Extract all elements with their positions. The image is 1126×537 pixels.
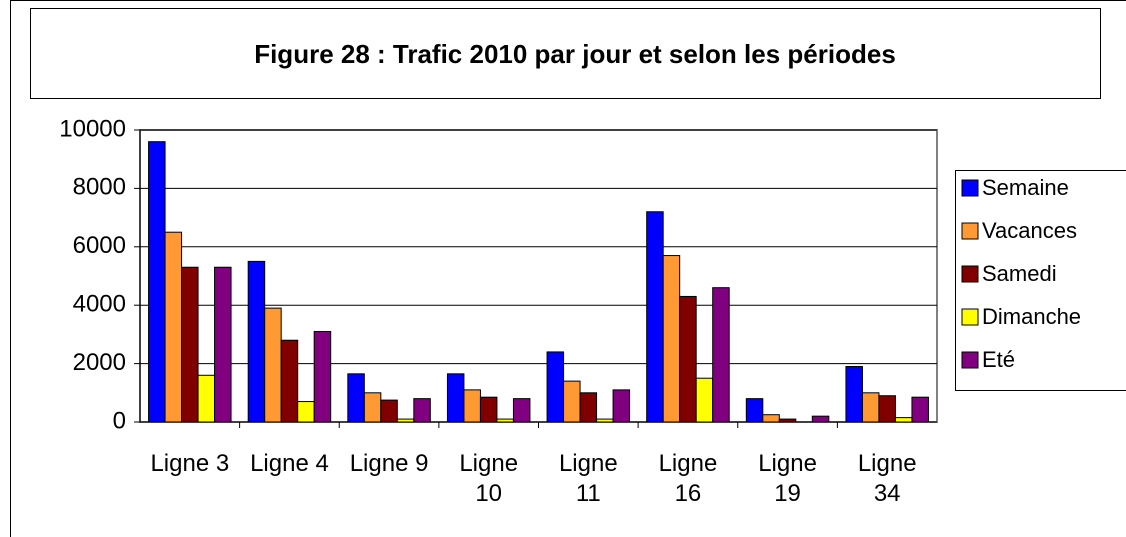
x-tick-label: Ligne 4 [250, 450, 329, 477]
legend-swatch [961, 351, 979, 369]
bar [313, 330, 332, 423]
y-tick-label: 8000 [73, 174, 126, 201]
bar [911, 396, 929, 423]
bar [164, 231, 183, 423]
bar [512, 398, 531, 423]
bar [264, 307, 282, 423]
bar [297, 401, 315, 423]
y-tick-label: 10000 [59, 115, 126, 142]
legend-label: Vacances [982, 218, 1077, 243]
legend-label: Dimanche [982, 304, 1081, 329]
bar [413, 398, 431, 423]
title-box [30, 8, 1101, 99]
x-tick-label: Ligne 3 [150, 450, 230, 477]
bar [347, 373, 365, 423]
legend-box [955, 170, 1126, 391]
bar [712, 287, 730, 423]
y-tick-label: 6000 [73, 232, 126, 259]
legend-swatch [961, 308, 979, 326]
bar [662, 255, 681, 423]
legend-swatch [961, 265, 979, 283]
bar [363, 392, 382, 423]
legend-swatch [961, 179, 979, 197]
x-tick-label: Ligne 11 [558, 450, 618, 507]
bar [646, 211, 664, 423]
legend-label: Samedi [982, 261, 1057, 286]
bar [181, 266, 199, 423]
bar [563, 380, 581, 423]
bar [861, 392, 880, 423]
bar [612, 389, 631, 423]
bar [479, 396, 498, 423]
bar [197, 374, 216, 423]
x-tick-label: Ligne 10 [459, 450, 519, 507]
legend-swatch [961, 222, 979, 240]
x-tick-label: Ligne 16 [658, 450, 718, 507]
bar [811, 415, 830, 423]
chart-title: Figure 28 : Trafic 2010 par jour et selo… [254, 39, 896, 69]
bar [148, 141, 166, 423]
legend-label: Semaine [982, 175, 1069, 200]
bar [745, 398, 764, 423]
bar [845, 366, 863, 423]
bar [679, 295, 697, 423]
y-tick-label: 2000 [73, 349, 126, 376]
bar [380, 399, 398, 423]
legend-label: Eté [982, 347, 1015, 372]
bar [546, 351, 565, 423]
bar [579, 392, 598, 423]
bar [762, 414, 780, 423]
bar [894, 417, 913, 423]
bar [878, 395, 896, 423]
y-tick-label: 4000 [73, 291, 126, 318]
bar [247, 260, 266, 423]
x-tick-label: Ligne 19 [758, 450, 817, 507]
y-tick-label: 0 [113, 407, 126, 434]
bar [463, 389, 481, 423]
bar [280, 339, 299, 423]
bar [446, 373, 465, 423]
bar [695, 377, 714, 423]
bar [214, 266, 232, 423]
x-tick-label: Ligne 9 [349, 450, 429, 477]
x-tick-label: Ligne 34 [857, 450, 917, 507]
